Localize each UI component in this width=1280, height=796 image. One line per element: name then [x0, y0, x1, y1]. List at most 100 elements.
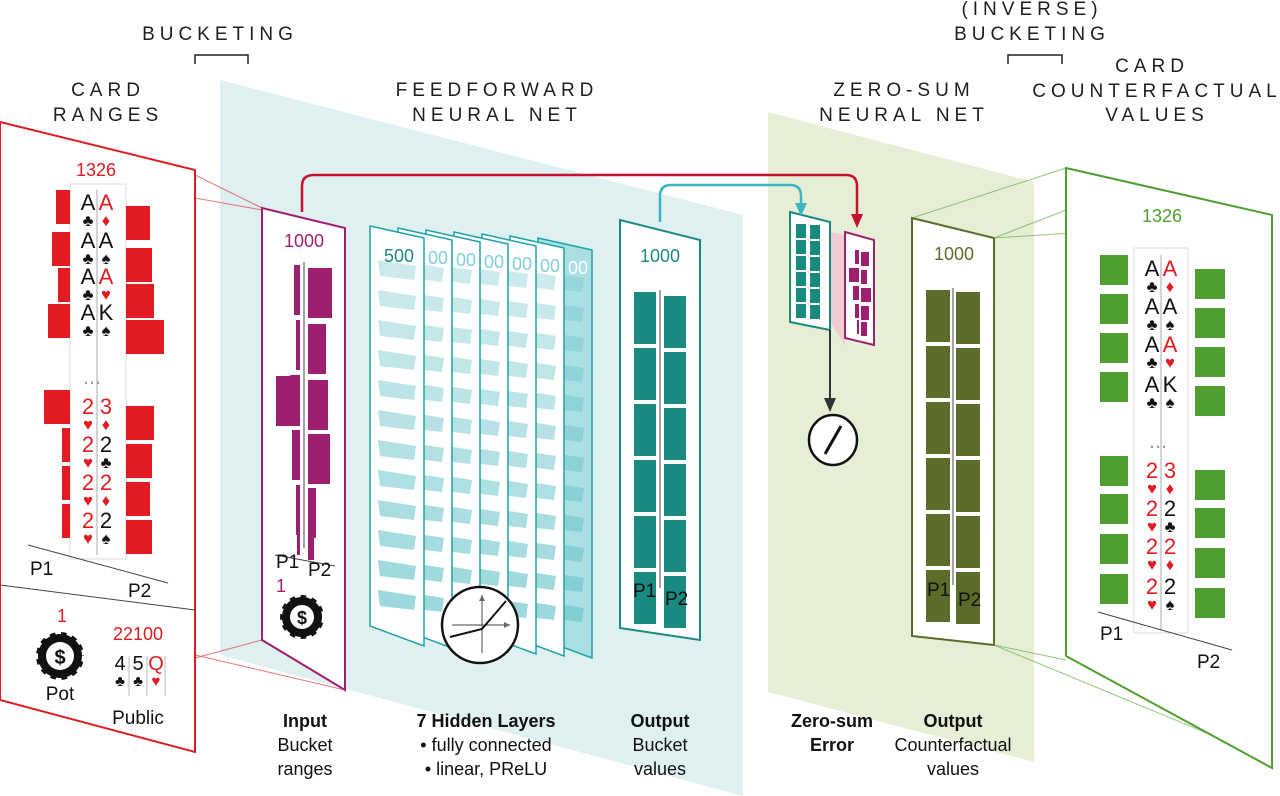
- card-cf-panel: 1326 A ♣A ♦A ♣A ♠A ♣A ♥A ♣K ♠2 ♥3 ♦2 ♥2 ♣2 ♥2 ♦2 ♥2 ♠ ..…: [1065, 166, 1273, 770]
- zero-sum-purple-bar: [853, 286, 859, 300]
- p2-cf-bar: [1195, 508, 1225, 538]
- input-count: 1000: [284, 231, 324, 251]
- output-bucket-cells: [634, 290, 686, 628]
- cf-cell-p2: [956, 348, 980, 400]
- hand-card: A ♣: [1145, 256, 1160, 296]
- cf-output-count: 1000: [934, 244, 974, 264]
- card-range-bars: [44, 183, 164, 560]
- caption-hidden-title: 7 Hidden Layers: [416, 711, 555, 731]
- caption-zero-sum-line1: Zero-sum: [791, 711, 873, 731]
- hand-card: 2 ♥: [1146, 574, 1158, 614]
- p2-cf-bar: [1195, 386, 1225, 416]
- zero-sum-teal-cell: [796, 304, 806, 318]
- public-card: Q ♥: [148, 653, 164, 690]
- card-ranges-p2: P2: [128, 581, 151, 602]
- hand-card: 2 ♥: [82, 394, 94, 434]
- p1-cf-bar: [1100, 494, 1128, 524]
- card-cf-hands: A ♣A ♦A ♣A ♠A ♣A ♥A ♣K ♠2 ♥3 ♦2 ♥2 ♣2 ♥2 ♦2 ♥2 ♠: [1145, 255, 1178, 630]
- zero-sum-purple-bar: [861, 288, 871, 302]
- hand-card: 2 ♥: [1146, 534, 1158, 574]
- output-cell-p2: [664, 352, 686, 404]
- hidden-layer-count-partial: 00: [512, 254, 532, 274]
- caption-cf-line1: Counterfactual: [894, 735, 1011, 755]
- input-bar-p2: [308, 324, 326, 374]
- zero-sum-purple-bar: [861, 252, 869, 266]
- caption-output-title: Output: [631, 711, 690, 731]
- zero-sum-teal-cell: [796, 272, 806, 286]
- hidden-neuron: [378, 260, 416, 280]
- p2-range-bar: [126, 248, 152, 282]
- header-zero-sum-1: ZERO-SUM: [833, 80, 974, 101]
- caption-input-title: Input: [283, 711, 327, 731]
- hand-card: A ♣: [81, 264, 96, 304]
- input-bar-p2: [308, 510, 314, 560]
- hand-card: K ♠: [99, 300, 114, 340]
- hidden-neuron: [378, 590, 416, 610]
- cf-output-panel: 1000 P1 P2: [911, 216, 995, 647]
- hand-card: 2 ♣: [1164, 496, 1176, 536]
- p2-range-bar: [126, 284, 154, 318]
- cf-cell-p1: [926, 514, 950, 566]
- subtract-icon: [807, 413, 859, 467]
- hand-card: 2 ♥: [82, 508, 94, 548]
- hand-card: A ♥: [99, 264, 114, 304]
- zero-sum-teal-cell: [810, 289, 820, 303]
- output-cell-p2: [664, 464, 686, 516]
- p1-range-bar: [56, 190, 70, 224]
- bucketing-bracket: [194, 54, 249, 64]
- p2-cf-bar: [1195, 588, 1225, 618]
- zero-sum-block: [789, 210, 875, 467]
- zero-sum-error-wedge: [830, 232, 845, 345]
- header-card-cf-2: COUNTERFACTUAL: [1032, 81, 1280, 102]
- cf-cell-p1: [926, 346, 950, 398]
- poker-chip-icon: $: [278, 593, 326, 641]
- p1-cf-bar: [1100, 372, 1128, 402]
- output-cell-p1: [634, 404, 656, 456]
- header-zero-sum-2: NEURAL NET: [819, 105, 989, 126]
- hidden-neuron: [378, 470, 416, 490]
- teal-arrowhead: [795, 203, 807, 216]
- hand-card: A ♣: [1145, 332, 1160, 372]
- p2-cf-bar: [1195, 347, 1225, 377]
- zero-sum-purple-bar: [861, 306, 869, 320]
- input-bar-p1: [297, 505, 300, 555]
- hidden-neuron: [378, 500, 416, 520]
- input-divider: [274, 554, 336, 567]
- hand-card: 2 ♠: [100, 508, 112, 548]
- hand-card: 2 ♥: [82, 432, 94, 472]
- input-bucket-bars: [276, 262, 332, 560]
- hidden-layer-count-partial: 00: [484, 252, 504, 272]
- header-feedforward-1: FEEDFORWARD: [396, 80, 599, 101]
- red-arrowhead: [851, 214, 863, 228]
- p1-cf-bar: [1100, 255, 1128, 285]
- p2-cf-bar: [1195, 470, 1225, 500]
- caption-output-line2: values: [634, 759, 686, 779]
- caption-input-line1: Bucket: [277, 735, 332, 755]
- hand-card: 3 ♦: [1164, 458, 1176, 498]
- input-to-zero-sum-arrow: [300, 173, 859, 214]
- p1-cf-bar: [1100, 534, 1128, 564]
- svg-text:$: $: [54, 647, 65, 669]
- hand-card: A ♠: [99, 228, 114, 268]
- pot-value: 1: [57, 606, 67, 626]
- hand-card: A ♣: [81, 228, 96, 268]
- p1-range-bar: [48, 304, 70, 338]
- p2-range-bar: [126, 482, 150, 516]
- hidden-neuron: [378, 560, 416, 580]
- caption-hidden-line2: • linear, PReLU: [425, 759, 547, 779]
- zero-sum-teal-cell: [796, 240, 806, 254]
- hidden-layer-count-partial: 00: [428, 248, 448, 268]
- cf-output-p1: P1: [927, 580, 950, 601]
- hidden-layers: 00 00 00 00 00 00 500: [369, 225, 593, 660]
- cf-cell-p1: [926, 290, 950, 342]
- output-cell-p1: [634, 460, 656, 512]
- output-cell-p1: [634, 292, 656, 344]
- p1-range-bar: [62, 466, 70, 500]
- hand-card: 2 ♠: [1164, 574, 1176, 614]
- hand-column: [69, 183, 127, 560]
- input-bar-p1: [276, 376, 300, 426]
- cf-output-p2: P2: [958, 590, 981, 611]
- input-panel: 1000 P1 P2 1 $: [261, 206, 346, 692]
- output-cell-p1: [634, 348, 656, 400]
- caption-hidden-line1: • fully connected: [420, 735, 551, 755]
